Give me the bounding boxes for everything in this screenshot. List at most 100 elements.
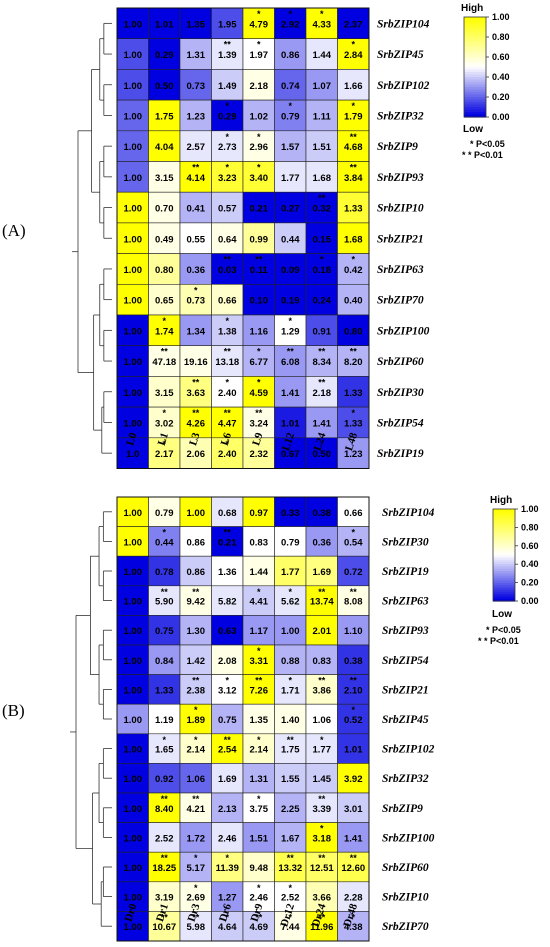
heatmap-cell — [305, 345, 338, 377]
legend-gradient-step — [493, 520, 515, 524]
legend-gradient-step — [493, 582, 515, 586]
gene-label: SrbZIP54 — [377, 417, 424, 429]
cell-value: 2.08 — [218, 656, 237, 667]
legend-panel-b: High 1.00 0.80 0.60 0.40 0.20 0.00 Low * P<0.05*… — [478, 495, 539, 646]
heatmap-cell — [274, 253, 307, 285]
legend-gradient-step — [493, 529, 515, 533]
heatmap-cell — [211, 911, 244, 942]
heatmap-cell — [211, 99, 244, 132]
cell-value: 0.54 — [344, 537, 363, 548]
heatmap-cell — [179, 851, 212, 883]
significance-mark: * — [288, 912, 292, 922]
cell-value: 2.38 — [187, 685, 206, 696]
legend-gradient-step — [464, 77, 486, 81]
cell-value: 0.27 — [281, 204, 300, 215]
significance-mark: * — [351, 912, 355, 922]
significance-mark: ** — [318, 587, 326, 597]
significance-mark: * — [257, 9, 261, 19]
legend-gradient-step — [464, 114, 486, 118]
legend-gradient-step — [464, 32, 486, 36]
heatmap-cell — [305, 703, 338, 735]
column-label: L0 — [124, 431, 140, 447]
cell-value: 0.99 — [250, 234, 269, 245]
cell-value: 1.00 — [124, 774, 143, 785]
cell-value: 0.65 — [155, 296, 174, 307]
cell-value: 1.0 — [126, 449, 139, 460]
cell-value: 3.86 — [313, 685, 332, 696]
heatmap-cell — [337, 437, 370, 469]
heatmap-cell — [148, 792, 181, 823]
heatmap-cell — [274, 733, 307, 764]
cell-value: 7.44 — [281, 922, 300, 933]
cell-value: 0.97 — [250, 508, 269, 519]
heatmap-cell — [242, 99, 275, 132]
heatmap-cell — [116, 283, 149, 316]
column-label: L6 — [219, 431, 235, 447]
legend-gradient-step — [493, 543, 515, 547]
column-label: Dr3 — [186, 902, 203, 924]
heatmap-cell — [274, 69, 307, 101]
cell-value: 1.33 — [344, 204, 363, 215]
cell-value: 2.92 — [281, 19, 300, 30]
cell-value: 18.25 — [152, 863, 176, 874]
cell-value: 0.55 — [187, 234, 206, 245]
heatmap-cell — [148, 253, 181, 285]
cell-value: 1.06 — [187, 774, 206, 785]
heatmap-cell — [242, 69, 275, 101]
cell-value: 0.73 — [187, 81, 206, 92]
significance-mark: ** — [318, 912, 326, 922]
gene-label: SrbZIP93 — [382, 625, 429, 637]
cell-value: 4.26 — [187, 418, 206, 429]
cell-value: 1.00 — [124, 537, 143, 548]
cell-value: 1.00 — [124, 745, 143, 756]
gene-label: SrbZIP32 — [377, 110, 424, 122]
heatmap-cell — [274, 7, 307, 40]
significance-mark: * — [194, 735, 198, 745]
significance-mark: * — [351, 40, 355, 50]
heatmap-cell — [305, 763, 338, 794]
cell-value: 3.19 — [155, 893, 174, 904]
cell-value: 8.20 — [344, 357, 363, 368]
legend-gradient-step — [493, 571, 515, 574]
legend-gradient-step — [464, 84, 486, 88]
cell-value: 1.00 — [124, 418, 143, 429]
cell-value: 0.70 — [155, 204, 174, 215]
heatmap-cell — [148, 585, 181, 616]
significance-mark: ** — [318, 193, 326, 203]
heatmap-cell — [179, 283, 212, 316]
legend-gradient-step — [493, 589, 515, 593]
cell-value: 1.45 — [313, 774, 332, 785]
cell-value: 1.00 — [124, 863, 143, 874]
cell-value: 0.73 — [187, 296, 206, 307]
significance-mark: * — [288, 587, 292, 597]
significance-mark: ** — [192, 408, 200, 418]
significance-mark: ** — [224, 40, 232, 50]
legend-gradient-step — [493, 552, 515, 556]
heatmap-cell — [179, 792, 212, 823]
gene-label: SrbZIP60 — [382, 862, 429, 874]
cell-value: 1.33 — [155, 685, 174, 696]
cell-value: 0.80 — [155, 265, 174, 276]
cell-value: 2.46 — [218, 833, 237, 844]
cell-value: 9.48 — [250, 863, 269, 874]
gene-label: SrbZIP9 — [382, 803, 423, 815]
significance-mark: ** — [224, 347, 232, 357]
legend-sig-p005: * P<0.05 — [486, 625, 521, 635]
cell-value: 0.67 — [281, 449, 300, 460]
cell-value: 4.79 — [250, 19, 269, 30]
cell-value: 1.33 — [344, 388, 363, 399]
heatmap-cell — [305, 99, 338, 132]
heatmap-cell — [337, 314, 370, 347]
cell-value: 1.00 — [124, 893, 143, 904]
heatmap-cell — [116, 763, 149, 794]
cell-value: 0.57 — [218, 204, 237, 215]
cell-value: 1.41 — [313, 418, 332, 429]
cell-value: 3.92 — [344, 774, 363, 785]
cell-value: 8.34 — [313, 357, 332, 368]
cell-value: 1.00 — [124, 715, 143, 726]
significance-mark: * — [257, 587, 261, 597]
heatmap-cell — [116, 376, 149, 408]
cell-value: 1.75 — [281, 745, 300, 756]
heatmap-cell — [211, 703, 244, 735]
heatmap-cell — [305, 881, 338, 912]
